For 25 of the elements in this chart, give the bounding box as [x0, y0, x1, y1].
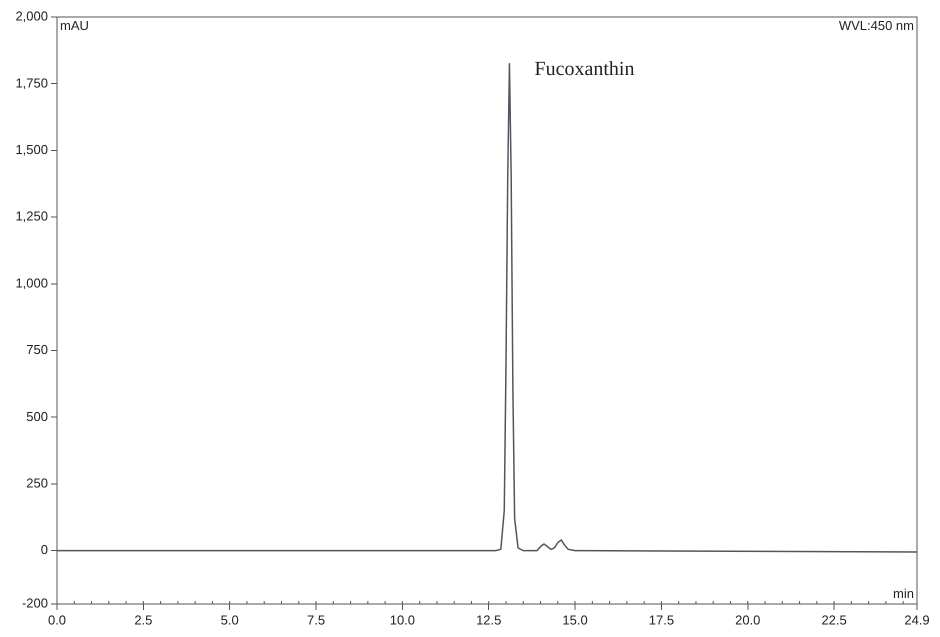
x-tick-label: 7.5 — [306, 612, 326, 628]
x-tick-label: 15.0 — [562, 612, 588, 628]
x-tick-label: 24.9 — [904, 612, 930, 628]
y-tick-label: 250 — [26, 476, 48, 491]
y-tick-label: 0 — [40, 542, 48, 558]
annotation: WVL:450 nm — [838, 18, 914, 34]
y-tick-label: 500 — [26, 408, 48, 424]
x-tick-label: 12.5 — [476, 612, 502, 628]
y-tick-label: 1,000 — [15, 275, 48, 290]
x-tick-label: 2.5 — [134, 612, 152, 628]
y-tick-label: 1,750 — [15, 75, 48, 90]
x-tick-label: 17.5 — [648, 612, 674, 628]
y-tick-label: 750 — [26, 342, 48, 358]
y-axis-title: mAU — [60, 18, 89, 34]
x-tick-label: 0.0 — [48, 612, 66, 628]
y-tick-label: 1,500 — [15, 142, 48, 157]
annotation: Fucoxanthin — [534, 58, 634, 80]
x-tick-label: 22.5 — [821, 612, 847, 628]
x-tick-label: 10.0 — [390, 612, 416, 628]
x-tick-label: 20.0 — [735, 612, 760, 628]
y-tick-label: -200 — [22, 596, 48, 611]
y-tick-label: 1,250 — [15, 208, 48, 224]
x-tick-label: 5.0 — [220, 612, 239, 628]
x-axis-title: min — [893, 586, 914, 602]
y-tick-label: 2,000 — [15, 8, 48, 24]
